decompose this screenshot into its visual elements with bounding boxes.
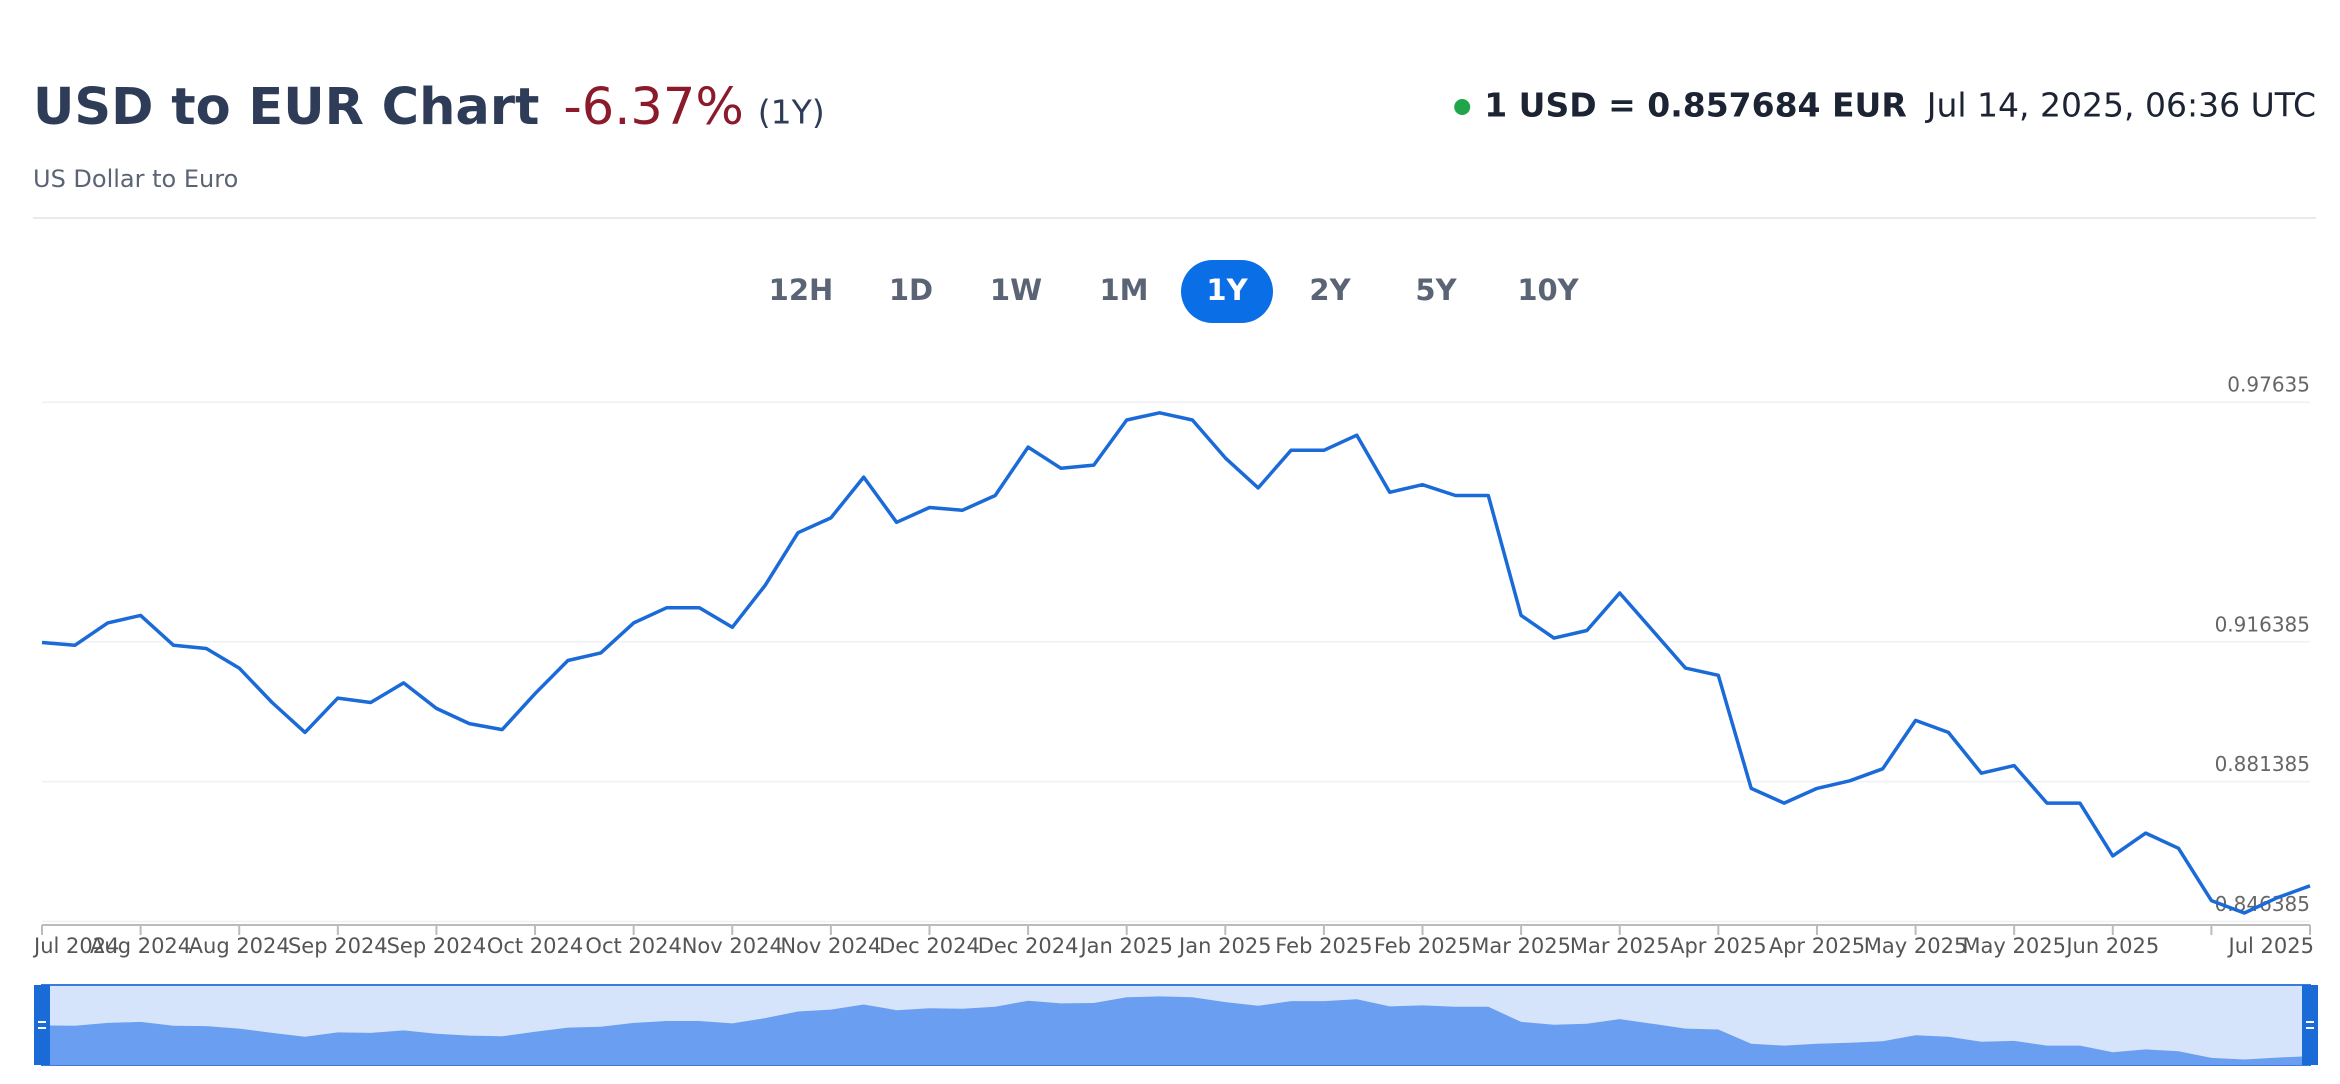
range-button[interactable]: 2Y — [1309, 273, 1351, 307]
range-button-active-bg[interactable] — [1181, 260, 1273, 323]
change: -6.37% — [563, 78, 743, 137]
range-button[interactable]: 1M — [1099, 273, 1148, 307]
x-tick-label: Aug 2024 — [90, 934, 191, 958]
navigator — [34, 984, 2318, 1066]
x-tick-label: Dec 2024 — [978, 934, 1079, 958]
x-tick-label: Mar 2025 — [1471, 934, 1571, 958]
chart-title: USD to EUR Chart — [33, 78, 539, 137]
range-button[interactable]: 1Y — [1206, 273, 1248, 307]
x-tick-label: Nov 2024 — [780, 934, 881, 958]
range-button[interactable]: 1D — [889, 273, 933, 307]
x-tick-label: May 2025 — [1864, 934, 1968, 958]
x-tick-label: Aug 2024 — [189, 934, 290, 958]
x-tick-label: Jul 2024 — [32, 934, 119, 958]
range-button[interactable]: 12H — [769, 273, 834, 307]
timestamp: Jul 14, 2025, 06:36 UTC — [1925, 86, 2316, 125]
x-tick-label: Jan 2025 — [1078, 934, 1173, 958]
x-tick-label: May 2025 — [1962, 934, 2066, 958]
x-tick-label: Oct 2024 — [585, 934, 681, 958]
y-tick-label: 0.881385 — [2215, 752, 2310, 776]
x-tick-label: Jan 2025 — [1177, 934, 1272, 958]
range-button[interactable]: 1W — [990, 273, 1042, 307]
period: (1Y) — [758, 93, 825, 132]
live-dot — [1454, 99, 1471, 115]
x-tick-label: Jul 2025 — [2227, 934, 2314, 958]
navigator-handle[interactable] — [2302, 985, 2318, 1065]
x-tick-label: Apr 2025 — [1670, 934, 1766, 958]
price-line — [41, 411, 2311, 915]
range-selector: 12H 1D 1W 1M 1Y 2Y 5Y 10Y — [769, 260, 1580, 323]
x-tick-label: Feb 2025 — [1374, 934, 1471, 958]
x-tick-label: Jun 2025 — [2064, 934, 2159, 958]
y-tick-label: 0.97635 — [2227, 373, 2310, 397]
quote: 1 USD = 0.857684 EUR — [1484, 86, 1907, 125]
navigator-area — [42, 996, 2310, 1065]
x-tick-label: Dec 2024 — [879, 934, 980, 958]
y-tick-label: 0.916385 — [2215, 612, 2310, 636]
x-tick-label: Apr 2025 — [1769, 934, 1865, 958]
x-tick-label: Oct 2024 — [487, 934, 583, 958]
x-tick-label: Feb 2025 — [1275, 934, 1372, 958]
x-tick-label: Nov 2024 — [682, 934, 783, 958]
range-button[interactable]: 5Y — [1415, 273, 1457, 307]
subtitle: US Dollar to Euro — [33, 165, 238, 193]
range-button[interactable]: 10Y — [1517, 273, 1579, 307]
x-tick-label: Sep 2024 — [387, 934, 487, 958]
x-tick-label: Sep 2024 — [288, 934, 388, 958]
x-tick-label: Mar 2025 — [1570, 934, 1670, 958]
navigator-handle[interactable] — [34, 985, 50, 1065]
